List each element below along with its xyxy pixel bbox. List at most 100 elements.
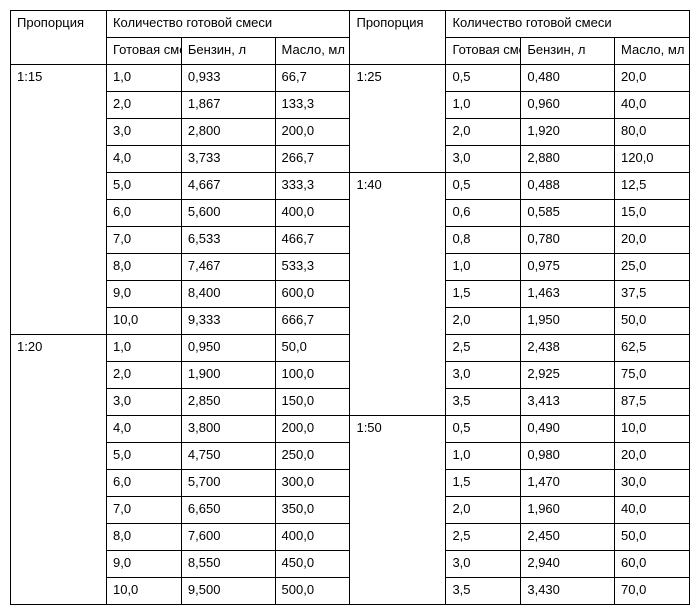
oil-cell: 40,0 — [615, 497, 690, 524]
table-body: 1:151,00,93366,71:250,50,48020,02,01,867… — [11, 65, 690, 605]
col-header-ratio-right: Пропорция — [350, 11, 446, 65]
oil-cell: 400,0 — [275, 200, 350, 227]
mix-cell: 1,5 — [446, 281, 521, 308]
fuel-cell: 2,438 — [521, 335, 615, 362]
mix-cell: 3,0 — [446, 362, 521, 389]
fuel-cell: 2,800 — [181, 119, 275, 146]
fuel-cell: 3,413 — [521, 389, 615, 416]
oil-cell: 150,0 — [275, 389, 350, 416]
ratio-cell: 1:20 — [11, 335, 107, 605]
mix-cell: 1,0 — [106, 65, 181, 92]
fuel-cell: 0,975 — [521, 254, 615, 281]
oil-cell: 266,7 — [275, 146, 350, 173]
ratio-cell: 1:15 — [11, 65, 107, 335]
ratio-cell: 1:25 — [350, 65, 446, 173]
fuel-cell: 2,940 — [521, 551, 615, 578]
ratio-cell: 1:40 — [350, 173, 446, 416]
fuel-cell: 5,700 — [181, 470, 275, 497]
oil-cell: 20,0 — [615, 443, 690, 470]
mix-cell: 2,5 — [446, 524, 521, 551]
mix-cell: 2,0 — [446, 119, 521, 146]
fuel-cell: 1,950 — [521, 308, 615, 335]
mix-cell: 3,0 — [106, 119, 181, 146]
mix-cell: 2,0 — [446, 308, 521, 335]
oil-cell: 30,0 — [615, 470, 690, 497]
mix-cell: 2,5 — [446, 335, 521, 362]
oil-cell: 75,0 — [615, 362, 690, 389]
oil-cell: 500,0 — [275, 578, 350, 605]
col-subheader-fuel-left: Бензин, л — [181, 38, 275, 65]
mix-cell: 3,5 — [446, 389, 521, 416]
mix-cell: 10,0 — [106, 308, 181, 335]
fuel-cell: 0,950 — [181, 335, 275, 362]
fuel-cell: 9,333 — [181, 308, 275, 335]
oil-cell: 50,0 — [615, 308, 690, 335]
fuel-cell: 0,960 — [521, 92, 615, 119]
fuel-cell: 0,980 — [521, 443, 615, 470]
col-header-qty-left: Количество готовой смеси — [106, 11, 349, 38]
oil-cell: 20,0 — [615, 227, 690, 254]
oil-cell: 12,5 — [615, 173, 690, 200]
oil-cell: 62,5 — [615, 335, 690, 362]
fuel-cell: 7,467 — [181, 254, 275, 281]
oil-cell: 466,7 — [275, 227, 350, 254]
table-row: 5,04,667333,31:400,50,48812,5 — [11, 173, 690, 200]
mix-cell: 3,5 — [446, 578, 521, 605]
oil-cell: 200,0 — [275, 416, 350, 443]
fuel-cell: 6,650 — [181, 497, 275, 524]
oil-cell: 37,5 — [615, 281, 690, 308]
fuel-cell: 4,667 — [181, 173, 275, 200]
fuel-cell: 8,550 — [181, 551, 275, 578]
mix-cell: 6,0 — [106, 470, 181, 497]
oil-cell: 20,0 — [615, 65, 690, 92]
fuel-cell: 0,490 — [521, 416, 615, 443]
fuel-cell: 7,600 — [181, 524, 275, 551]
fuel-cell: 3,800 — [181, 416, 275, 443]
oil-cell: 10,0 — [615, 416, 690, 443]
mix-cell: 9,0 — [106, 281, 181, 308]
oil-cell: 50,0 — [615, 524, 690, 551]
oil-cell: 533,3 — [275, 254, 350, 281]
oil-cell: 25,0 — [615, 254, 690, 281]
col-subheader-oil-right: Масло, мл — [615, 38, 690, 65]
oil-cell: 40,0 — [615, 92, 690, 119]
fuel-cell: 1,960 — [521, 497, 615, 524]
oil-cell: 450,0 — [275, 551, 350, 578]
fuel-cell: 8,400 — [181, 281, 275, 308]
mix-cell: 1,0 — [446, 254, 521, 281]
mix-cell: 3,0 — [446, 551, 521, 578]
oil-cell: 87,5 — [615, 389, 690, 416]
fuel-cell: 3,430 — [521, 578, 615, 605]
fuel-cell: 0,780 — [521, 227, 615, 254]
fuel-cell: 0,480 — [521, 65, 615, 92]
oil-cell: 120,0 — [615, 146, 690, 173]
fuel-cell: 9,500 — [181, 578, 275, 605]
mix-cell: 0,8 — [446, 227, 521, 254]
mix-cell: 1,0 — [446, 443, 521, 470]
fuel-cell: 2,925 — [521, 362, 615, 389]
oil-cell: 133,3 — [275, 92, 350, 119]
fuel-cell: 0,488 — [521, 173, 615, 200]
oil-cell: 350,0 — [275, 497, 350, 524]
mix-cell: 1,0 — [446, 92, 521, 119]
mix-cell: 1,0 — [106, 335, 181, 362]
mix-cell: 7,0 — [106, 227, 181, 254]
fuel-cell: 2,450 — [521, 524, 615, 551]
mix-cell: 5,0 — [106, 173, 181, 200]
mix-cell: 4,0 — [106, 416, 181, 443]
mix-cell: 8,0 — [106, 524, 181, 551]
oil-cell: 100,0 — [275, 362, 350, 389]
oil-cell: 15,0 — [615, 200, 690, 227]
mix-cell: 6,0 — [106, 200, 181, 227]
mix-cell: 2,0 — [106, 92, 181, 119]
mix-cell: 3,0 — [106, 389, 181, 416]
mix-cell: 5,0 — [106, 443, 181, 470]
fuel-cell: 6,533 — [181, 227, 275, 254]
oil-cell: 600,0 — [275, 281, 350, 308]
ratio-cell: 1:50 — [350, 416, 446, 605]
mix-cell: 10,0 — [106, 578, 181, 605]
mix-cell: 0,5 — [446, 65, 521, 92]
mix-cell: 0,5 — [446, 416, 521, 443]
fuel-cell: 1,463 — [521, 281, 615, 308]
table-row: 1:151,00,93366,71:250,50,48020,0 — [11, 65, 690, 92]
